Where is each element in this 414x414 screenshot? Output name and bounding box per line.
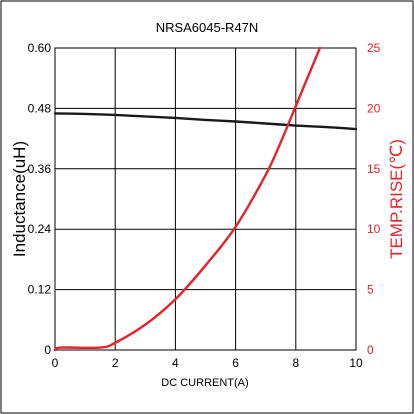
chart-title: NRSA6045-R47N	[156, 20, 259, 35]
y-tick-label-left: 0.48	[28, 101, 52, 115]
series-layer	[53, 46, 358, 352]
x-tick-label: 2	[112, 356, 119, 370]
x-tick-label: 6	[232, 356, 239, 370]
inductance-series-line	[53, 112, 358, 131]
x-tick-label: 0	[52, 356, 59, 370]
y-axis-label-right: TEMP.RISE(℃)	[387, 139, 406, 259]
y-axis-label-left: Inductance(uH)	[10, 141, 29, 257]
y-tick-label-right: 0	[367, 343, 374, 357]
tick-labels: 0 2 4 6 8 10 0 0.12 0.24 0.36 0.48 0.60 0 5 10 15 20 25	[28, 41, 381, 370]
y-tick-label-left: 0.12	[28, 283, 52, 297]
y-tick-label-left: 0.36	[28, 162, 52, 176]
y-tick-label-right: 25	[367, 41, 381, 55]
y-tick-label-right: 20	[367, 101, 381, 115]
y-tick-label-right: 15	[367, 162, 381, 176]
y-tick-label-left: 0.24	[28, 222, 52, 236]
y-tick-label-left: 0.60	[28, 41, 52, 55]
y-tick-label-right: 5	[367, 283, 374, 297]
x-tick-label: 4	[172, 356, 179, 370]
y-tick-label-left: 0	[44, 343, 51, 357]
x-tick-label: 10	[349, 356, 363, 370]
x-tick-label: 8	[292, 356, 299, 370]
temp-rise-series-line	[53, 46, 322, 352]
plot-area-border	[54, 47, 357, 351]
x-axis-label: DC CURRENT(A)	[161, 377, 248, 389]
y-tick-label-right: 10	[367, 222, 381, 236]
